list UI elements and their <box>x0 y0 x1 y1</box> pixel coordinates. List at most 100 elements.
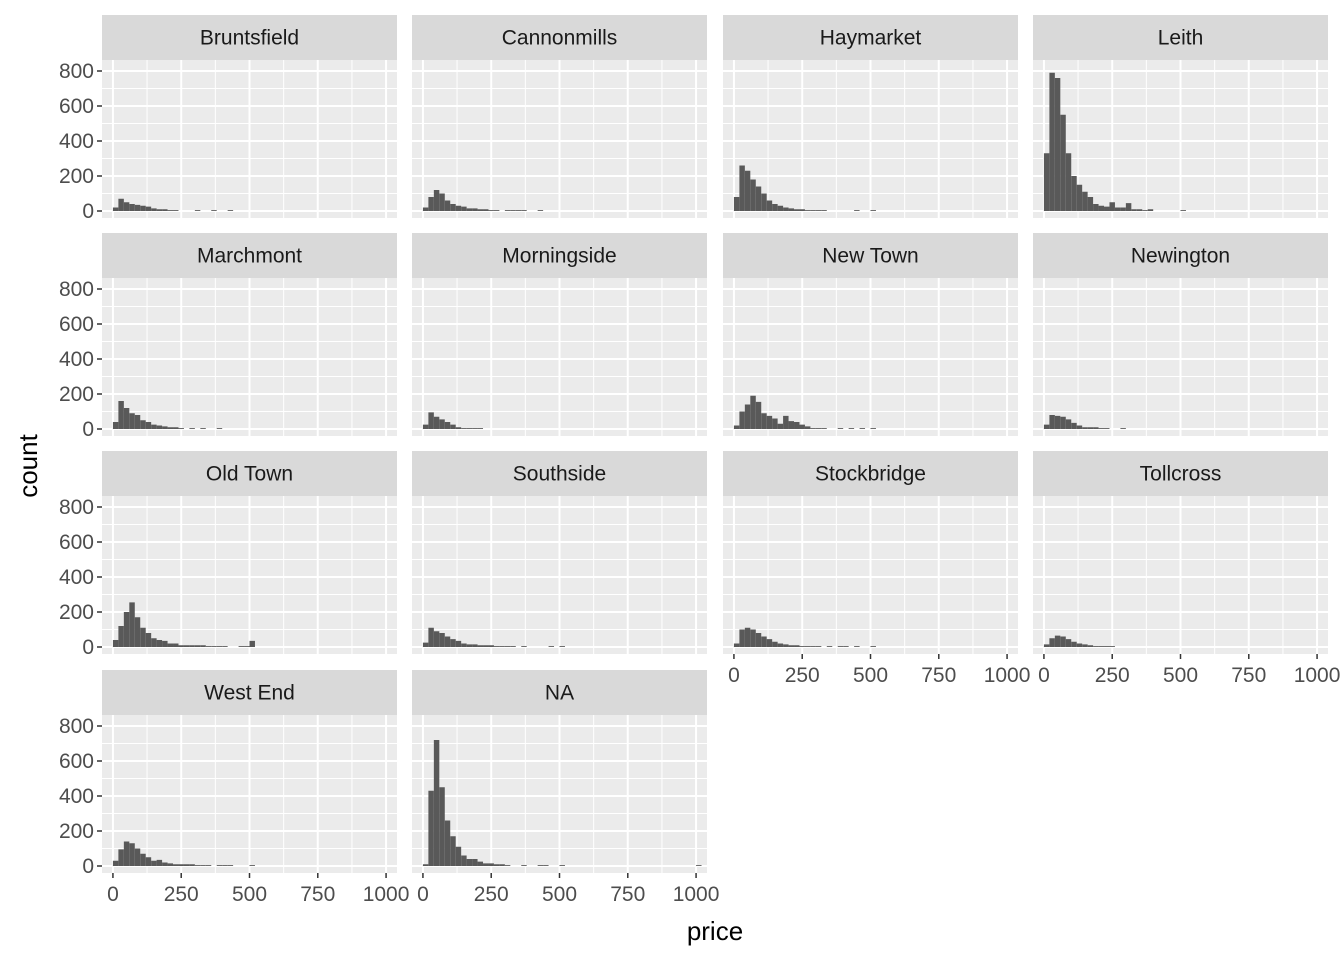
histogram-bar <box>521 646 527 647</box>
histogram-bar <box>815 646 822 647</box>
histogram-bar <box>178 864 184 866</box>
facet-strip-label: Stockbridge <box>815 463 926 486</box>
facet-panel-west-end: West End 0 200 400 600 800 0 250 500 750 1000 <box>59 670 409 906</box>
histogram-bar <box>1098 428 1105 429</box>
histogram-bar <box>466 644 473 647</box>
histogram-bar <box>744 404 751 429</box>
histogram-bar <box>696 865 702 866</box>
y-tick-label: 200 <box>59 601 94 624</box>
histogram-bar <box>222 865 228 866</box>
histogram-bar <box>450 424 456 429</box>
y-tick-label: 600 <box>59 531 94 554</box>
histogram-bar <box>1136 209 1143 211</box>
histogram-bar <box>112 860 119 866</box>
histogram-bar <box>1060 114 1066 211</box>
histogram-bar <box>761 413 767 429</box>
histogram-bar <box>249 865 255 866</box>
y-tick-label: 800 <box>59 715 94 738</box>
histogram-bar <box>1093 646 1099 647</box>
histogram-bar <box>123 202 130 211</box>
histogram-bar <box>794 422 800 429</box>
histogram-bar <box>1071 176 1077 211</box>
histogram-bar <box>1142 210 1148 211</box>
histogram-bar <box>1071 422 1077 429</box>
histogram-bar <box>870 210 876 211</box>
histogram-bar <box>1104 206 1110 211</box>
histogram-bar <box>461 428 467 429</box>
histogram-bar <box>766 415 773 429</box>
histogram-bar <box>799 209 805 211</box>
histogram-bar <box>129 413 135 429</box>
histogram-bar <box>134 848 141 866</box>
histogram-bar <box>194 865 201 866</box>
histogram-bar <box>870 646 876 647</box>
histogram-bar <box>162 640 168 647</box>
facet-strip <box>723 233 1018 278</box>
y-tick-label: 200 <box>59 383 94 406</box>
facet-strip <box>102 451 397 496</box>
histogram-bar <box>761 193 767 211</box>
histogram-bar <box>1125 203 1132 211</box>
histogram-bar <box>439 787 445 866</box>
histogram-bar <box>433 631 440 647</box>
histogram-bar <box>788 421 795 429</box>
histogram-bar <box>843 646 849 647</box>
facet-strip-label: Tollcross <box>1140 463 1222 486</box>
facet-strip-label: West End <box>204 682 295 705</box>
histogram-bar <box>200 645 206 647</box>
histogram-bar <box>189 428 195 429</box>
histogram-bar <box>112 207 119 211</box>
histogram-bar <box>216 428 223 429</box>
histogram-bar <box>755 633 762 647</box>
histogram-bar <box>112 640 119 647</box>
histogram-bar <box>450 204 456 211</box>
facet-strip-label: Morningside <box>502 245 616 268</box>
histogram-bar <box>167 210 174 211</box>
histogram-bar <box>461 643 467 647</box>
facet-strip <box>102 15 397 60</box>
histogram-bar <box>483 863 489 866</box>
histogram-bar <box>145 633 152 647</box>
histogram-bar <box>815 428 822 429</box>
facet-strip-label: Bruntsfield <box>200 27 299 50</box>
facet-strip-label: Old Town <box>206 463 293 486</box>
histogram-bar <box>151 638 157 647</box>
histogram-bar <box>162 862 168 866</box>
facet-panel-southside: Southside <box>412 451 707 654</box>
facet-strip-label: Haymarket <box>820 27 922 50</box>
histogram-bar <box>118 849 124 866</box>
histogram-bar <box>772 204 778 211</box>
histogram-bar <box>134 415 141 429</box>
histogram-bar <box>178 645 184 647</box>
histogram-bar <box>205 646 212 647</box>
histogram-bar <box>1114 207 1121 211</box>
y-tick-label: 400 <box>59 130 94 153</box>
histogram-bar <box>477 209 484 211</box>
y-tick-label: 800 <box>59 278 94 301</box>
histogram-bar <box>455 640 462 647</box>
histogram-bar <box>145 422 152 429</box>
histogram-bar <box>755 186 762 211</box>
histogram-bar <box>450 639 456 647</box>
histogram-bar <box>1093 427 1099 429</box>
histogram-bar <box>444 422 451 429</box>
histogram-bar <box>559 646 565 647</box>
histogram-bar <box>173 643 179 647</box>
facet-panel-old-town: Old Town 0 200 400 600 800 <box>59 451 397 659</box>
histogram-bar <box>804 646 811 647</box>
x-tick-label: 0 <box>1038 664 1050 687</box>
facet-strip <box>723 15 1018 60</box>
histogram-bar <box>189 645 195 647</box>
facet-panel-tollcross: Tollcross 0 250 500 750 1000 <box>1033 451 1340 687</box>
histogram-bar <box>788 645 795 647</box>
histogram-bar <box>493 646 500 647</box>
y-tick-label: 800 <box>59 60 94 83</box>
y-tick-label: 0 <box>82 855 94 878</box>
histogram-bar <box>1049 415 1055 429</box>
histogram-bar <box>783 644 789 647</box>
y-tick-label: 600 <box>59 313 94 336</box>
histogram-bar <box>167 643 174 647</box>
histogram-bar <box>461 206 467 211</box>
histogram-bar <box>1120 428 1126 429</box>
histogram-bar <box>1065 153 1072 211</box>
